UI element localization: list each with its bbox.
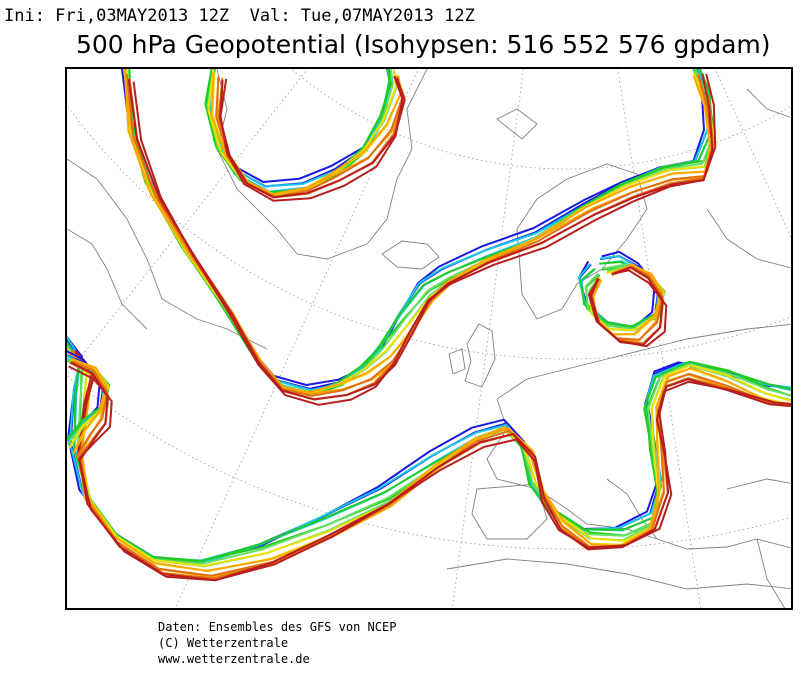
isohypse-member — [219, 75, 404, 202]
isohypse-member — [74, 349, 791, 582]
isohypse-member — [125, 69, 716, 394]
isohypse-member — [68, 365, 113, 459]
credit-source: Daten: Ensembles des GFS von NCEP — [158, 620, 397, 634]
isohypse-member — [204, 69, 393, 197]
coastlines — [67, 69, 791, 608]
isohypse-member — [67, 348, 791, 567]
isohypse-member — [210, 72, 402, 198]
isohypse-member — [132, 73, 717, 406]
credit-website: www.wetterzentrale.de — [158, 652, 310, 666]
isohypse-member — [127, 73, 714, 401]
chart-title: 500 hPa Geopotential (Isohypsen: 516 552… — [76, 30, 771, 59]
init-valid-line: Ini: Fri,03MAY2013 12Z Val: Tue,07MAY201… — [4, 6, 475, 26]
isohypse-member — [215, 76, 404, 198]
isohypse-member — [126, 69, 713, 394]
isohypse-member — [67, 346, 791, 568]
isohypse-member — [70, 361, 109, 461]
credit-copyright: (C) Wetterzentrale — [158, 636, 289, 650]
isohypse-member — [590, 266, 664, 346]
isohypse-member — [206, 69, 394, 196]
credits: Daten: Ensembles des GFS von NCEP (C) We… — [158, 619, 396, 667]
ensemble-map — [67, 69, 791, 608]
isohypse-member — [587, 269, 668, 348]
map-panel — [65, 67, 793, 610]
isohypse-member — [71, 360, 109, 458]
lat-lon-grid — [67, 69, 791, 608]
isohypse-member — [67, 347, 791, 562]
isohypse-member — [73, 350, 791, 580]
ensemble-isohypses — [67, 69, 791, 582]
